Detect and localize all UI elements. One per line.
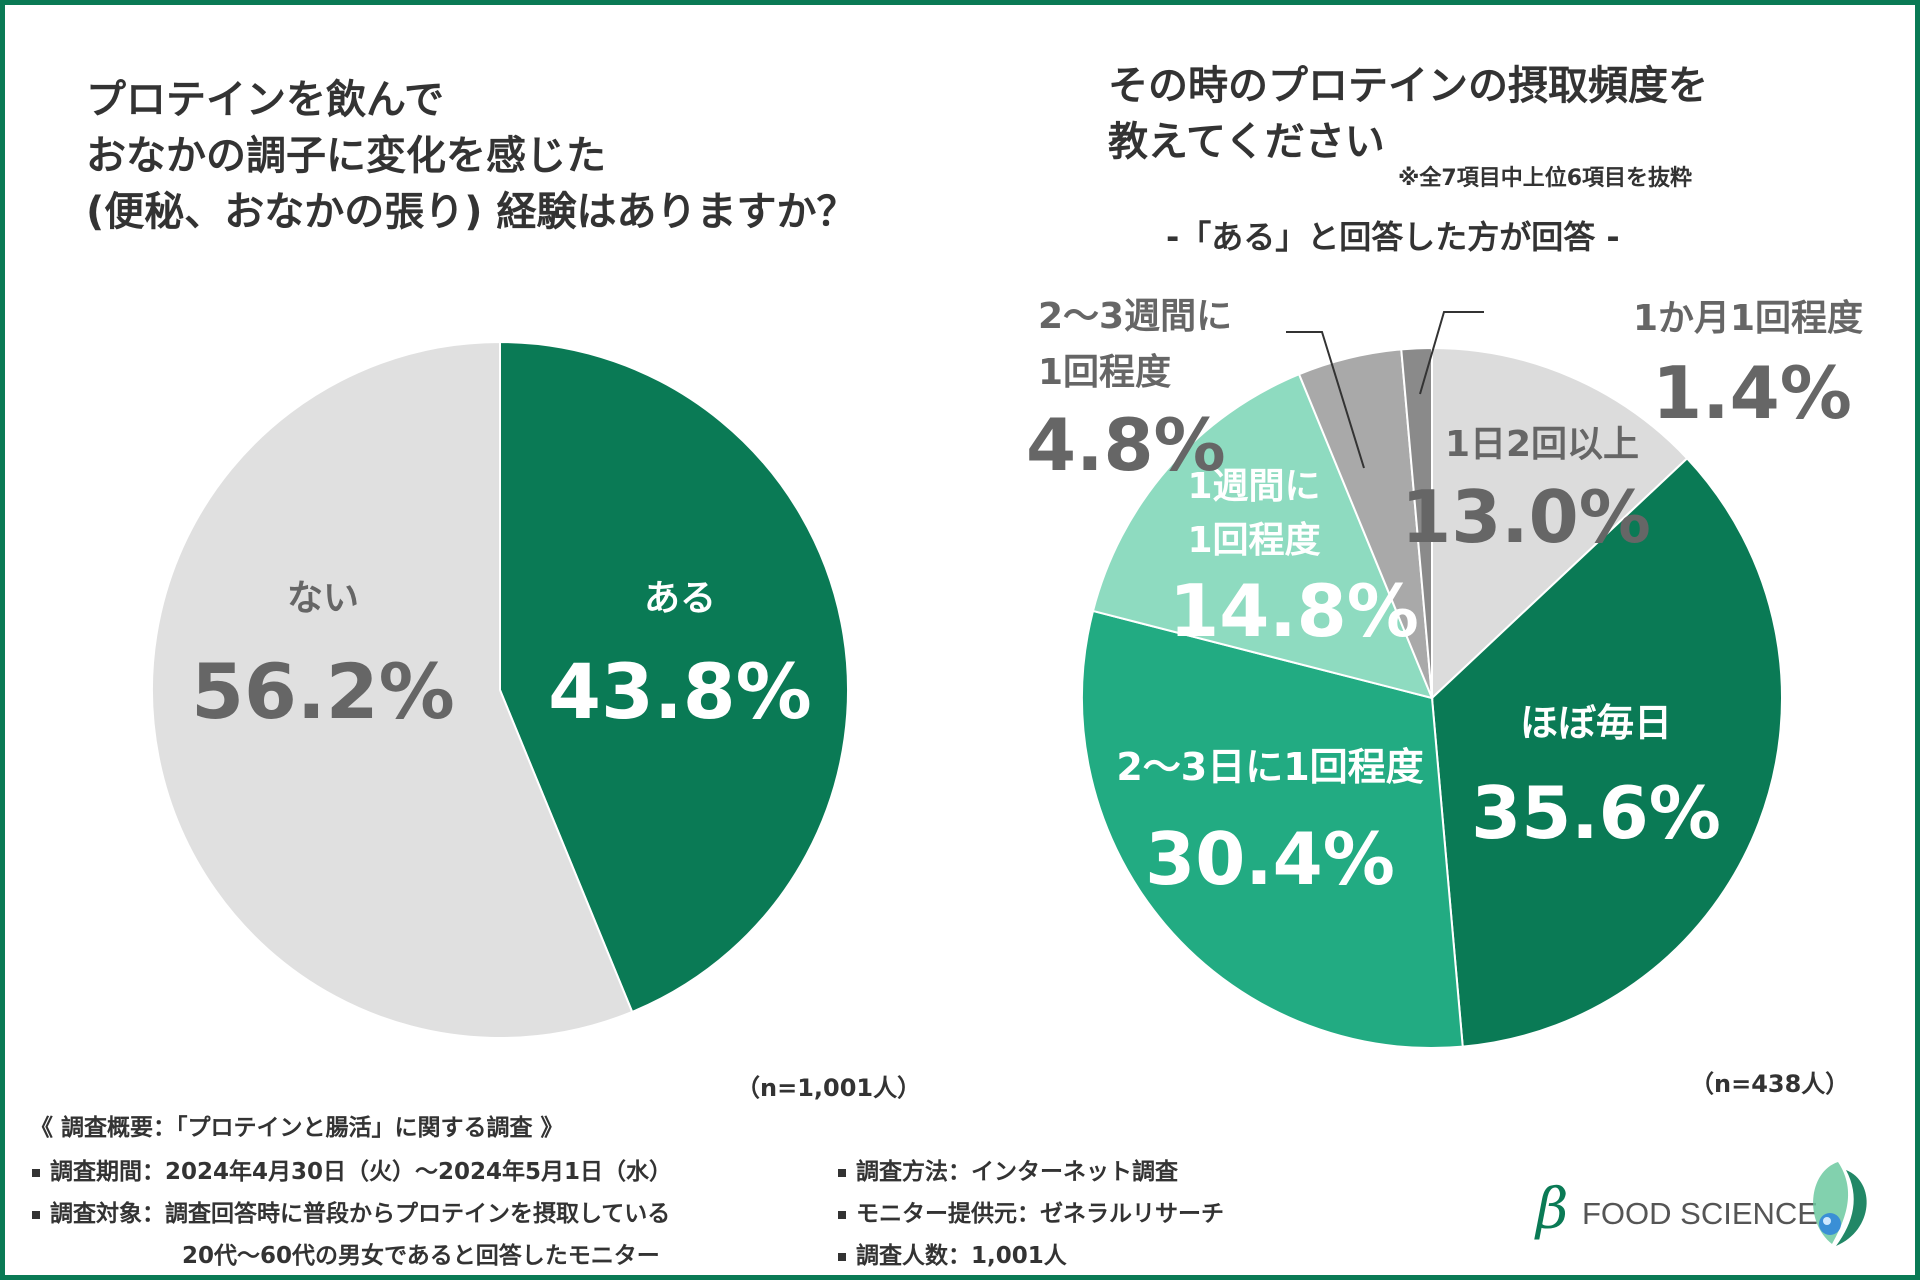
- frequency-slice-6: [1400, 346, 1433, 699]
- frequency-value-label: 4.8%: [1026, 403, 1226, 487]
- respondent-subheading: -「ある」と回答した方が回答 -: [1166, 218, 1620, 256]
- bullet-icon: [32, 1168, 40, 1177]
- right-title-line-1: その時のプロテインの摂取頻度を: [1108, 63, 1708, 109]
- survey-target-text: 調査対象：調査回答時に普段からプロテインを摂取している: [50, 1201, 671, 1227]
- survey-heading: 《 調査概要：「プロテインと腸活」に関する調査 》: [30, 1115, 564, 1141]
- frequency-value-label: 1.4%: [1652, 351, 1852, 435]
- frequency-category-label: 2〜3日に1回程度: [1116, 745, 1423, 789]
- bullet-icon: [838, 1210, 846, 1219]
- frequency-category-label: ほぼ毎日: [1520, 701, 1672, 745]
- survey-monitor-text: モニター提供元：ゼネラルリサーチ: [856, 1201, 1224, 1227]
- frequency-slice-4: [1091, 372, 1434, 700]
- frequency-value-label: 35.6%: [1471, 771, 1721, 855]
- frequency-value-label: 13.0%: [1401, 475, 1651, 559]
- frequency-slice-1: [1431, 346, 1689, 701]
- frequency-category-label: 1回程度: [1187, 520, 1320, 561]
- survey-monitor: モニター提供元：ゼネラルリサーチ: [838, 1194, 1224, 1228]
- survey-period-text: 調査期間：2024年4月30日（火）〜2024年5月1日（水）: [50, 1159, 673, 1185]
- leader-line-2-3-weeks: [1286, 331, 1365, 469]
- frequency-category-label: 2〜3週間に: [1038, 296, 1232, 337]
- frequency-category-label: 1か月1回程度: [1633, 298, 1863, 339]
- experience-slice-2: [151, 340, 634, 1039]
- frequency-slice-3: [1081, 609, 1464, 1050]
- right-title-line-2: 教えてください: [1108, 119, 1385, 165]
- left-sample-size: （n=1,001人）: [736, 1074, 922, 1102]
- experience-slice-1: [499, 340, 849, 1014]
- frequency-value-label: 14.8%: [1169, 569, 1419, 653]
- frequency-category-label: 1週間に: [1187, 466, 1320, 507]
- experience-category-label: ある: [644, 578, 716, 619]
- frequency-value-label: 30.4%: [1145, 817, 1395, 901]
- left-title-line-1: プロテインを飲んで: [86, 77, 444, 123]
- pie-chart-experience: [151, 340, 849, 1039]
- survey-method: 調査方法：インターネット調査: [838, 1152, 1178, 1186]
- bullet-icon: [32, 1210, 40, 1219]
- bullet-icon: [838, 1168, 846, 1177]
- frequency-category-label: 1回程度: [1038, 352, 1171, 393]
- survey-period: 調査期間：2024年4月30日（火）〜2024年5月1日（水）: [32, 1152, 672, 1186]
- experience-category-label: ない: [287, 578, 359, 619]
- leader-line-monthly: [1419, 311, 1484, 395]
- top-six-note: ※全7項目中上位6項目を抜粋: [1398, 166, 1693, 191]
- survey-method-text: 調査方法：インターネット調査: [856, 1159, 1178, 1185]
- left-title-line-2: おなかの調子に変化を感じた: [86, 133, 606, 179]
- leader-lines: [1286, 311, 1484, 469]
- left-chart-title: プロテインを飲んで おなかの調子に変化を感じた (便秘、おなかの張り) 経験はあ…: [86, 72, 857, 240]
- frequency-category-label: 1日2回以上: [1445, 424, 1639, 465]
- survey-count-text: 調査人数：1,001人: [856, 1243, 1067, 1269]
- logo-beta-mark: β: [1536, 1177, 1569, 1242]
- survey-target: 調査対象：調査回答時に普段からプロテインを摂取している: [32, 1194, 670, 1228]
- beta-food-science-logo: β FOOD SCIENCE: [1536, 1152, 1876, 1252]
- pie-labels: ある 43.8% ない 56.2% 1日2回以上 13.0% ほぼ毎日 35.6% 2〜3日に1…: [191, 296, 1863, 901]
- bullet-icon: [838, 1252, 846, 1261]
- right-chart-title: その時のプロテインの摂取頻度を 教えてください: [1108, 58, 1708, 170]
- experience-value-label: 56.2%: [191, 647, 455, 736]
- left-title-line-3: (便秘、おなかの張り) 経験はありますか？: [86, 189, 857, 235]
- leaf-icon: [1813, 1162, 1867, 1246]
- experience-value-label: 43.8%: [548, 647, 812, 736]
- survey-target-continued: 20代〜60代の男女であると回答したモニター: [182, 1243, 660, 1269]
- frequency-slice-2: [1430, 456, 1783, 1048]
- survey-count: 調査人数：1,001人: [838, 1236, 1067, 1270]
- right-sample-size: （n=438人）: [1690, 1070, 1850, 1098]
- logo-wordmark: FOOD SCIENCE: [1582, 1196, 1818, 1231]
- pie-chart-frequency: [1081, 346, 1783, 1050]
